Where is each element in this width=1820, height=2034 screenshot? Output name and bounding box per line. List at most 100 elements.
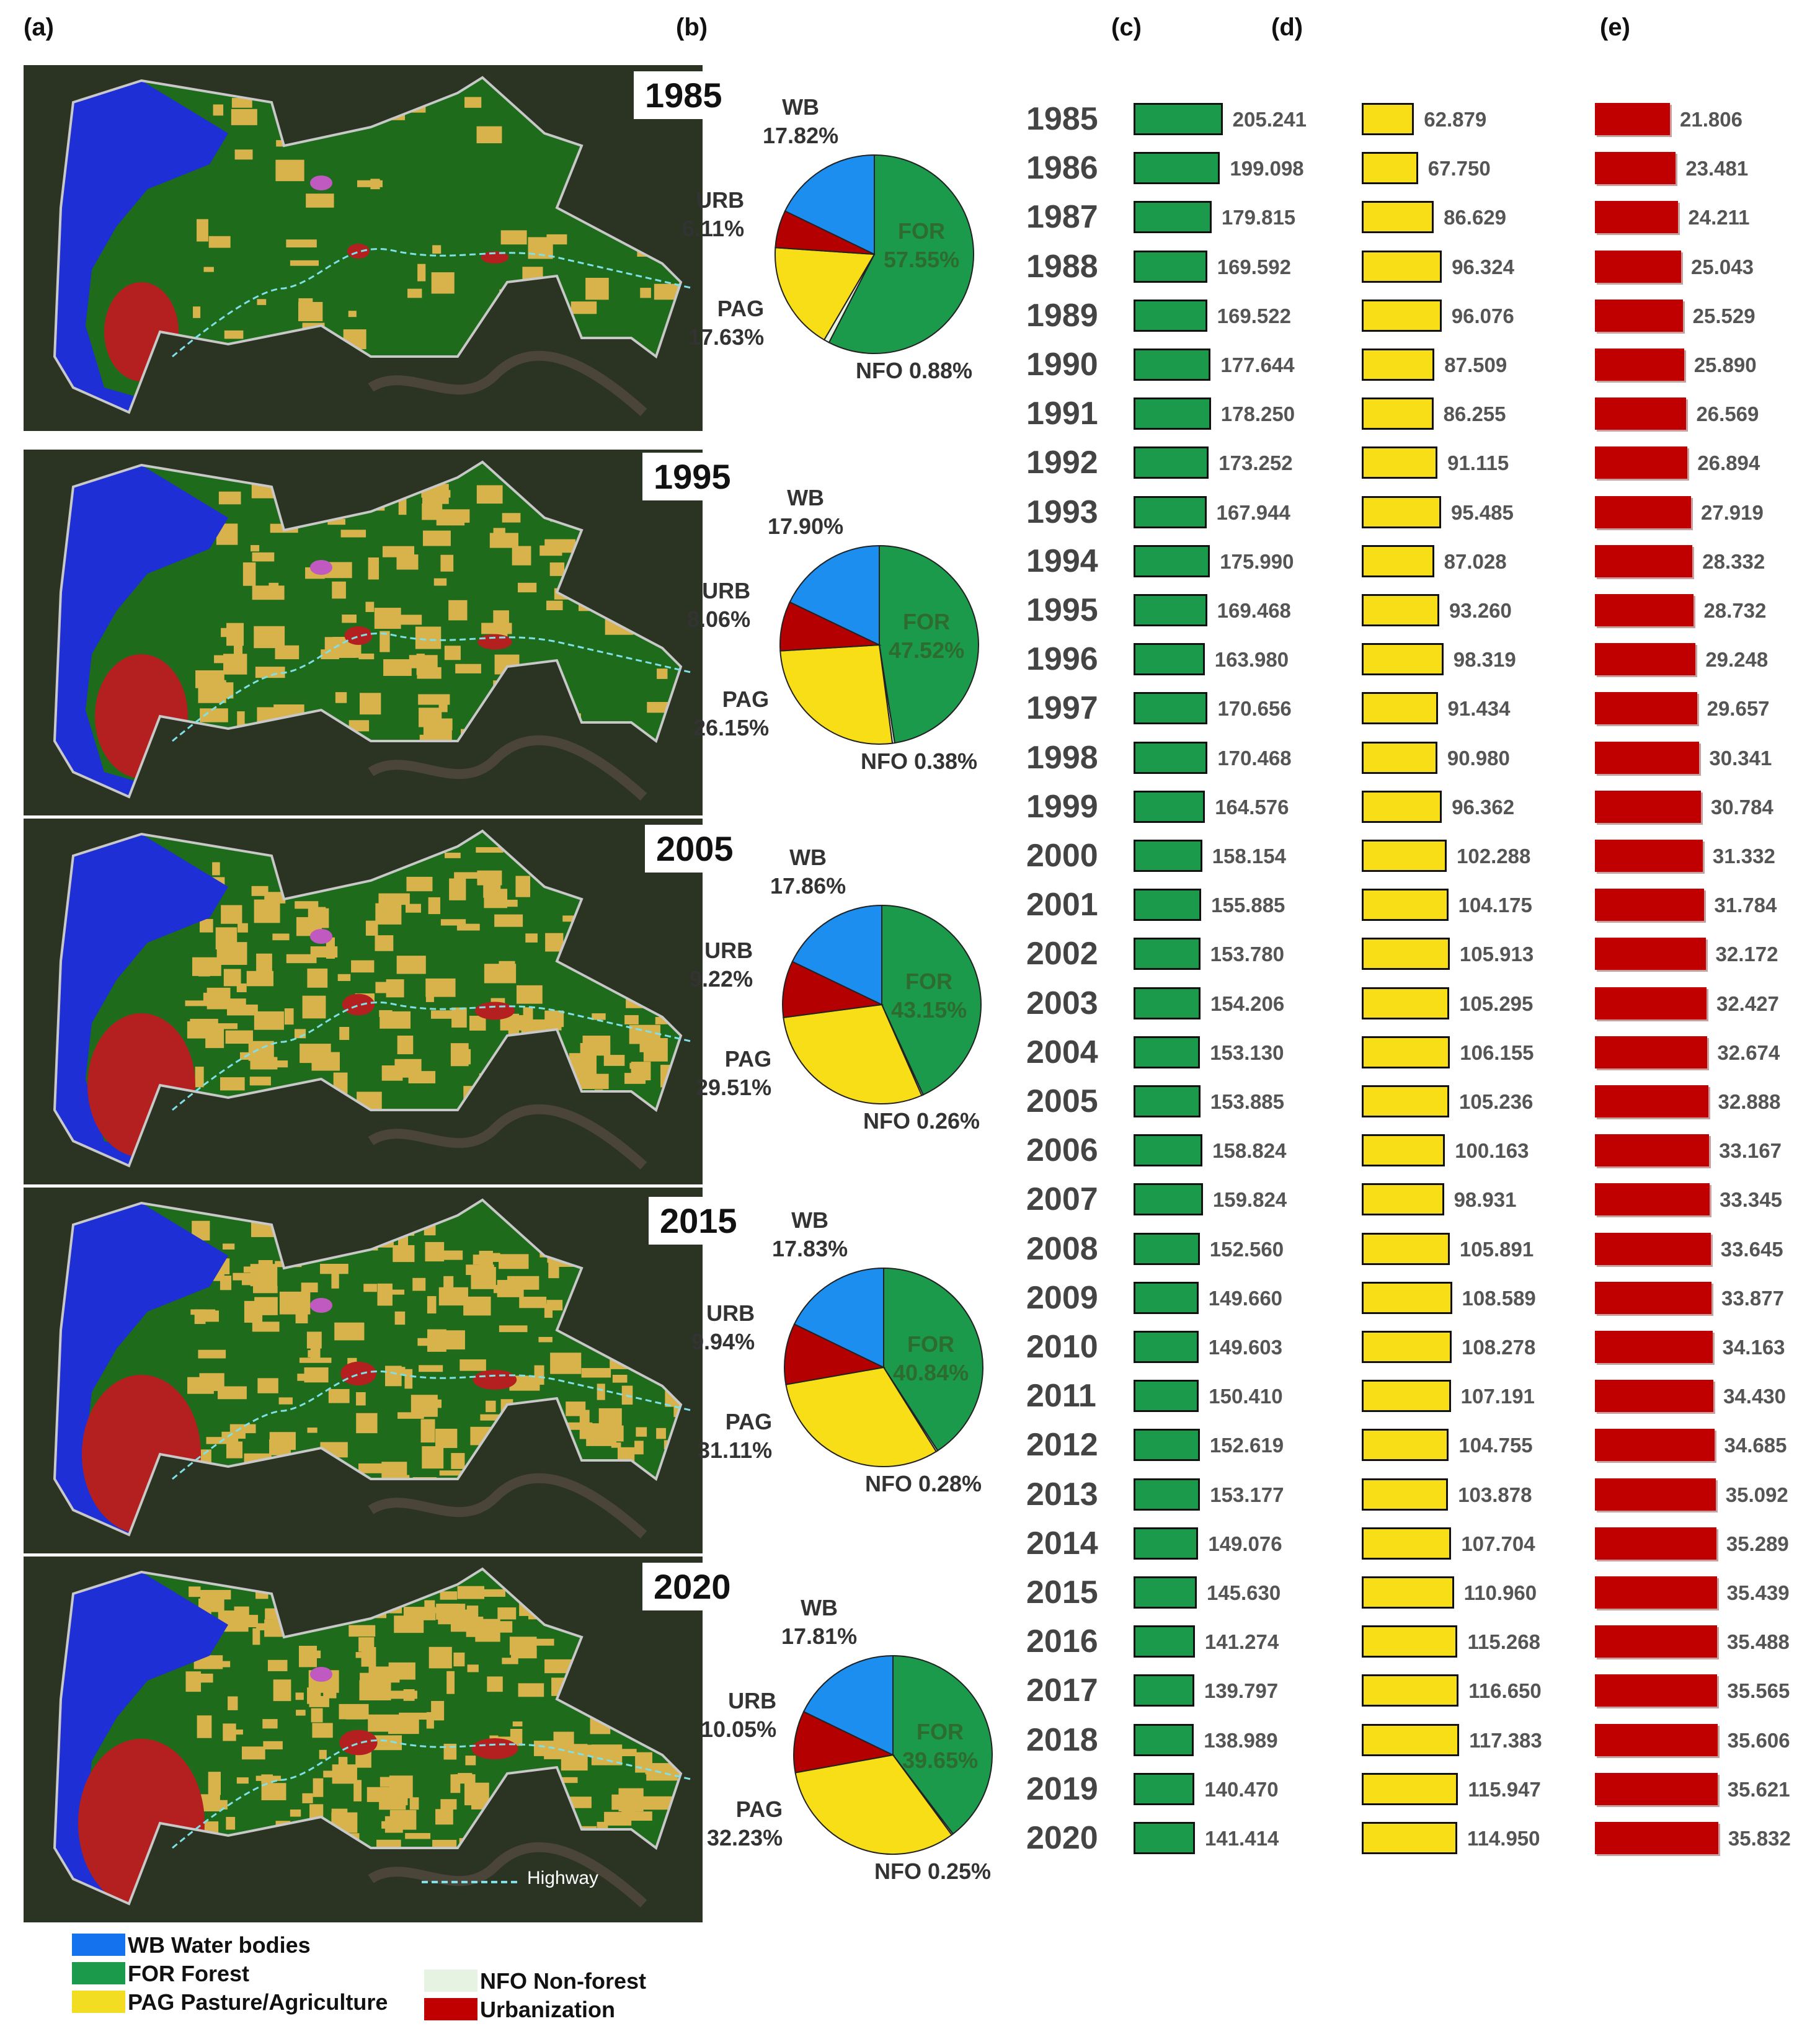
- bar-value-label: 34.685: [1724, 1434, 1787, 1457]
- bar-urb-2016: [1595, 1625, 1717, 1658]
- bar-value-label: 177.644: [1220, 353, 1295, 376]
- bar-for-2001: [1134, 889, 1202, 922]
- bar-for-2010: [1134, 1331, 1199, 1363]
- bar-urb-2001: [1595, 889, 1705, 922]
- bar-urb-2015: [1595, 1576, 1717, 1609]
- map-year-label: 2015: [649, 1197, 748, 1245]
- bar-value-label: 102.288: [1457, 845, 1531, 868]
- bar-value-label: 30.784: [1710, 795, 1773, 819]
- bar-value-label: 23.481: [1685, 157, 1749, 180]
- map-year-label: 2005: [645, 825, 745, 873]
- pie-slice-pag: [775, 247, 876, 341]
- pie-slice-pag: [785, 1366, 938, 1467]
- bar-for-1988: [1134, 250, 1207, 283]
- bar-pag-2018: [1362, 1723, 1460, 1756]
- bar-for-1991: [1134, 397, 1211, 430]
- bar-urb-1997: [1595, 692, 1697, 725]
- land-use-map-2015: [24, 1188, 703, 1553]
- pie-label-for: FOR 39.65%: [902, 1719, 979, 1773]
- bar-pag-1989: [1362, 299, 1442, 332]
- bar-value-label: 32.427: [1716, 992, 1779, 1015]
- bar-value-label: 158.824: [1212, 1139, 1287, 1163]
- bar-value-label: 108.589: [1462, 1286, 1536, 1310]
- bar-for-2009: [1134, 1281, 1199, 1314]
- bar-value-label: 152.560: [1209, 1237, 1284, 1261]
- year-label-1986: 1986: [1026, 150, 1098, 187]
- map-year-label: 2020: [642, 1563, 742, 1610]
- bar-for-2019: [1134, 1772, 1195, 1805]
- year-label-1988: 1988: [1026, 248, 1098, 285]
- land-use-map-1985: [24, 65, 703, 431]
- bar-value-label: 35.289: [1726, 1532, 1789, 1555]
- year-label-2004: 2004: [1026, 1034, 1098, 1070]
- bar-for-2012: [1134, 1429, 1200, 1462]
- bar-value-label: 21.806: [1680, 108, 1742, 131]
- pie-slice-wb: [802, 1654, 894, 1756]
- bar-urb-1999: [1595, 790, 1701, 823]
- bar-pag-1996: [1362, 643, 1444, 676]
- bar-urb-2009: [1595, 1281, 1712, 1314]
- panel-label-a: (a): [24, 14, 54, 41]
- bar-for-2003: [1134, 987, 1201, 1019]
- bar-value-label: 67.750: [1427, 157, 1491, 180]
- bar-urb-2012: [1595, 1429, 1715, 1462]
- year-label-1992: 1992: [1026, 445, 1098, 481]
- bar-pag-2009: [1362, 1281, 1452, 1314]
- bar-pag-2019: [1362, 1772, 1458, 1805]
- bar-value-label: 32.888: [1718, 1090, 1781, 1113]
- bar-value-label: 116.650: [1468, 1679, 1542, 1703]
- bar-pag-2002: [1362, 938, 1450, 970]
- year-label-2001: 2001: [1026, 887, 1098, 923]
- year-label-2018: 2018: [1026, 1721, 1098, 1758]
- bar-value-label: 107.191: [1460, 1385, 1535, 1408]
- bar-value-label: 105.295: [1459, 992, 1534, 1015]
- pie-chart-1985: [775, 154, 974, 354]
- bar-pag-2010: [1362, 1331, 1452, 1363]
- bar-value-label: 35.565: [1727, 1679, 1790, 1703]
- pie-label-pag: PAG 32.23%: [707, 1796, 783, 1850]
- bar-value-label: 93.260: [1449, 599, 1512, 622]
- bar-urb-2008: [1595, 1232, 1711, 1265]
- bar-for-2014: [1134, 1527, 1199, 1560]
- legend-swatch-pag: [72, 1991, 125, 2013]
- bar-value-label: 25.043: [1690, 255, 1754, 278]
- bar-for-1987: [1134, 201, 1212, 234]
- year-label-2003: 2003: [1026, 985, 1098, 1021]
- year-label-2010: 2010: [1026, 1329, 1098, 1365]
- bar-pag-1995: [1362, 594, 1439, 626]
- bar-urb-1991: [1595, 397, 1687, 430]
- bar-pag-1990: [1362, 349, 1435, 381]
- year-label-1989: 1989: [1026, 297, 1098, 334]
- bar-value-label: 91.115: [1447, 451, 1509, 475]
- bar-pag-2011: [1362, 1380, 1451, 1413]
- bar-value-label: 170.656: [1217, 697, 1292, 721]
- bar-value-label: 105.236: [1459, 1090, 1534, 1113]
- pie-label-wb: WB 17.81%: [781, 1595, 858, 1649]
- bar-value-label: 90.980: [1447, 746, 1510, 770]
- pie-slice-wb: [784, 154, 875, 255]
- legend-text-wb: WB Water bodies: [128, 1932, 311, 1958]
- bar-urb-1996: [1595, 643, 1696, 676]
- bar-value-label: 98.319: [1453, 648, 1516, 672]
- panel-label-e: (e): [1600, 14, 1630, 41]
- bar-value-label: 150.410: [1209, 1385, 1283, 1408]
- bar-pag-2006: [1362, 1134, 1445, 1167]
- pie-chart-2020: [793, 1654, 993, 1855]
- year-label-2012: 2012: [1026, 1427, 1098, 1463]
- legend-text-pag: PAG Pasture/Agriculture: [128, 1989, 388, 2015]
- bar-pag-1987: [1362, 201, 1434, 234]
- bar-value-label: 33.167: [1719, 1139, 1782, 1163]
- bar-urb-1990: [1595, 349, 1684, 381]
- year-label-2007: 2007: [1026, 1181, 1098, 1218]
- bar-value-label: 108.278: [1462, 1336, 1536, 1359]
- bar-value-label: 164.576: [1215, 795, 1289, 819]
- pie-label-wb: WB 17.86%: [770, 845, 846, 899]
- bar-value-label: 173.252: [1219, 451, 1293, 475]
- bar-urb-1993: [1595, 495, 1691, 528]
- bar-pag-1988: [1362, 250, 1442, 283]
- pie-label-for: FOR 47.52%: [889, 609, 965, 663]
- bar-urb-1985: [1595, 103, 1671, 135]
- pie-label-nfo: NFO 0.26%: [863, 1108, 980, 1134]
- year-label-2005: 2005: [1026, 1083, 1098, 1119]
- bar-pag-2020: [1362, 1822, 1458, 1854]
